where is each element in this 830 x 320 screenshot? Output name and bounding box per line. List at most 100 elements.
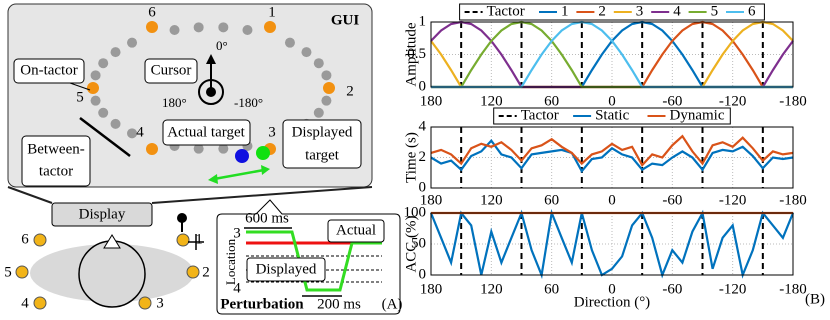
callout-box (13, 58, 85, 84)
callout-text: tactor (39, 163, 73, 179)
angle-label: 180° (162, 95, 187, 110)
callout-text: Actual target (167, 124, 245, 140)
callout-box (21, 135, 91, 187)
callout-box (327, 219, 385, 243)
device-tactor (33, 296, 47, 310)
tactor-label: 5 (76, 89, 84, 105)
gui-title: GUI (331, 12, 360, 28)
legend-label: 1 (561, 3, 569, 19)
tactor-dot (323, 82, 335, 94)
x-tick-label: 60 (544, 192, 559, 208)
legend-label: Tactor (487, 3, 525, 19)
angle-label: -180° (234, 95, 263, 110)
x-tick-label: -180 (779, 192, 807, 208)
ring-dot (321, 70, 332, 81)
x-tick-label: -60 (662, 281, 682, 297)
legend-label: Dynamic (670, 107, 725, 123)
series-line (429, 208, 795, 280)
connector (7, 186, 53, 204)
tactor-label: 3 (268, 124, 276, 140)
x-tick-label: 180 (420, 192, 443, 208)
legend-box (493, 107, 731, 125)
ring-dot (284, 37, 295, 48)
gui-background (7, 3, 373, 188)
legend-label: Static (595, 107, 630, 123)
x-tick-label: -120 (719, 281, 747, 297)
ring-dot (193, 143, 204, 154)
display-box (51, 202, 153, 227)
transition-label: 200 ms (317, 296, 361, 312)
duration-label: 600 ms (245, 210, 289, 226)
tactor-dot (146, 21, 158, 33)
legend-label: 4 (673, 3, 681, 19)
device-tactor-label: 6 (21, 231, 29, 247)
between-tactor-mark (79, 117, 131, 157)
joystick (177, 213, 204, 250)
arrow-head (261, 165, 270, 175)
device-tactor-label: 5 (4, 264, 12, 280)
callout-text: On-tactor (20, 62, 77, 78)
legend-label: 2 (598, 3, 606, 19)
device-tactors (15, 233, 200, 310)
x-tick-label: 60 (544, 93, 559, 109)
y-axis-label: ACC (%) (403, 215, 419, 272)
panel-label: (B) (805, 291, 825, 307)
callout-box (162, 119, 251, 146)
device-tactor (33, 233, 47, 247)
callout-text: Displayed (292, 124, 353, 140)
x-tick-label: 120 (480, 93, 503, 109)
ring-dot (169, 24, 180, 35)
y-tick-label: 2 (419, 149, 427, 165)
x-tick-label: -60 (662, 192, 682, 208)
x-tick-label: -60 (662, 93, 682, 109)
device-tactor (186, 265, 200, 279)
callout-text: target (305, 147, 340, 163)
shift-arrow (213, 168, 265, 181)
callout-box (246, 257, 326, 282)
y-tick-label: 4 (419, 118, 427, 134)
arrow-head (208, 174, 218, 184)
ring-dot (98, 107, 109, 118)
callout-pointer (69, 82, 91, 91)
x-tick-label: 180 (420, 93, 443, 109)
panel-label: (A) (382, 296, 403, 312)
legend-label: Tactor (521, 107, 559, 123)
y-axis-label: Amplitude (403, 22, 419, 87)
ring-dot (321, 95, 332, 106)
device-tactor (138, 296, 152, 310)
y-tick-label: 50 (411, 235, 426, 251)
plot-frame (430, 21, 794, 88)
callout-text: Between- (27, 141, 84, 157)
x-tick-label: 60 (544, 281, 559, 297)
y-tick-label: 0 (419, 78, 427, 94)
ring-dot (218, 143, 229, 154)
y-axis-label: Time (s) (403, 132, 419, 183)
inset-title: Perturbation (220, 296, 304, 312)
ring-dot (313, 58, 324, 69)
x-tick-label: -180 (779, 281, 807, 297)
callout-text: Cursor (151, 62, 192, 78)
tactor-dot (146, 143, 158, 155)
legend-box (459, 3, 765, 21)
gui-panel: GUI 1 2 3 4 5 6 0° 180° -180° Cursor On-… (7, 3, 373, 204)
x-tick-label: 0 (608, 93, 616, 109)
x-tick-label: 0 (608, 192, 616, 208)
tactor-label: 4 (136, 124, 144, 140)
ring-dot (110, 118, 121, 129)
ring-dot (313, 107, 324, 118)
ring-dot (90, 70, 101, 81)
device-tactor-label: 2 (202, 264, 210, 280)
tactor-dot (264, 21, 276, 33)
location-tick: 4 (233, 280, 241, 296)
arrow-head (206, 54, 216, 64)
device-tactor-label: 1 (195, 231, 203, 247)
ring-dot (127, 37, 138, 48)
location-tick: 3 (233, 225, 241, 241)
ring-dot (90, 95, 101, 106)
x-tick-label: 0 (608, 281, 616, 297)
plot-frame (430, 212, 794, 276)
x-tick-label: -120 (719, 93, 747, 109)
plot-frame (430, 126, 794, 189)
tactor-label: 2 (346, 83, 354, 99)
y-tick-label: 0 (419, 266, 427, 282)
